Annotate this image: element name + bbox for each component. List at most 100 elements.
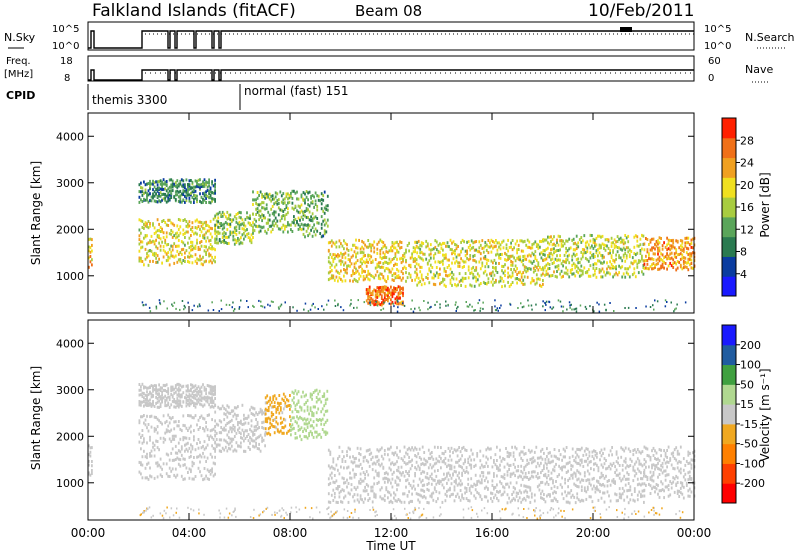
echo-cell xyxy=(429,452,432,456)
echo-cell xyxy=(520,456,523,460)
echo-cell xyxy=(606,271,608,275)
echo-cell xyxy=(367,277,370,281)
echo-cell xyxy=(490,259,493,263)
echo-cell xyxy=(187,389,189,393)
echo-cell xyxy=(550,471,553,475)
echo-cell xyxy=(443,267,446,271)
echo-cell xyxy=(270,199,273,203)
echo-cell xyxy=(149,182,151,186)
echo-cell xyxy=(452,250,455,254)
echo-cell xyxy=(509,475,512,478)
echo-cell xyxy=(606,466,609,470)
echo-cell xyxy=(346,247,348,251)
echo-cell xyxy=(208,181,210,185)
echo-cell xyxy=(252,236,254,239)
echo-cell xyxy=(429,463,432,467)
echo-cell xyxy=(203,245,206,248)
echo-cell xyxy=(566,268,569,272)
echo-cell xyxy=(409,467,412,471)
echo-cell xyxy=(499,463,501,467)
echo-cell xyxy=(634,275,637,279)
echo-cell xyxy=(380,294,383,298)
echo-cell xyxy=(546,466,548,470)
echo-cell xyxy=(679,244,682,248)
scatter-cell xyxy=(369,301,371,304)
echo-cell xyxy=(171,458,174,462)
echo-cell xyxy=(196,198,198,201)
echo-cell xyxy=(190,227,192,231)
echo-cell xyxy=(191,445,194,449)
echo-cell xyxy=(289,404,291,407)
echo-cell xyxy=(600,463,603,467)
echo-cell xyxy=(284,418,287,422)
echo-cell xyxy=(547,473,550,477)
echo-cell xyxy=(340,269,342,273)
echo-cell xyxy=(302,217,304,221)
echo-cell xyxy=(155,387,157,391)
echo-cell xyxy=(557,249,560,252)
echo-cell xyxy=(249,236,251,240)
echo-cell xyxy=(402,492,404,496)
echo-cell xyxy=(281,431,284,435)
echo-cell xyxy=(672,238,675,242)
echo-cell xyxy=(526,462,529,466)
echo-cell xyxy=(529,486,532,490)
echo-cell xyxy=(537,246,540,250)
scatter-cell xyxy=(396,310,399,313)
echo-cell xyxy=(609,467,612,471)
echo-cell xyxy=(200,455,203,459)
echo-cell xyxy=(156,246,159,250)
echo-cell xyxy=(612,249,614,253)
echo-cell xyxy=(205,231,207,235)
echo-cell xyxy=(249,239,251,243)
echo-cell xyxy=(582,499,585,503)
echo-cell xyxy=(464,284,467,288)
echo-cell xyxy=(428,267,431,271)
echo-cell xyxy=(456,474,459,478)
echo-cell xyxy=(179,259,182,263)
echo-cell xyxy=(557,258,560,262)
echo-cell xyxy=(681,253,684,257)
echo-cell xyxy=(358,238,360,242)
echo-cell xyxy=(496,465,498,469)
echo-cell xyxy=(481,246,484,250)
echo-cell xyxy=(333,481,336,485)
echo-cell xyxy=(559,254,561,258)
echo-cell xyxy=(587,243,590,247)
echo-cell xyxy=(308,432,310,435)
echo-cell xyxy=(224,413,227,417)
echo-cell xyxy=(167,453,170,457)
scatter-cell xyxy=(171,303,173,306)
scatter-cell xyxy=(212,309,215,311)
echo-cell xyxy=(161,400,163,404)
echo-cell xyxy=(636,477,639,481)
scatter-cell xyxy=(220,308,223,311)
echo-cell xyxy=(274,222,277,226)
scatter-cell xyxy=(589,305,591,308)
echo-cell xyxy=(323,206,326,210)
echo-cell xyxy=(550,460,553,464)
echo-cell xyxy=(577,470,580,474)
echo-cell xyxy=(143,437,145,441)
echo-cell xyxy=(487,499,489,503)
echo-cell xyxy=(383,296,386,300)
echo-cell xyxy=(575,247,578,250)
echo-cell xyxy=(264,207,266,211)
echo-cell xyxy=(651,246,653,250)
echo-cell xyxy=(320,192,323,196)
echo-cell xyxy=(214,223,217,227)
scatter-cell xyxy=(575,310,578,313)
echo-cell xyxy=(188,179,191,183)
echo-cell xyxy=(636,239,639,243)
echo-cell xyxy=(266,408,269,412)
colorbar-segment xyxy=(722,118,736,139)
echo-cell xyxy=(203,249,206,253)
echo-cell xyxy=(153,232,156,235)
echo-cell xyxy=(461,247,464,251)
echo-cell xyxy=(457,253,459,257)
echo-cell xyxy=(526,490,529,494)
echo-cell xyxy=(459,483,462,487)
echo-cell xyxy=(379,238,382,242)
echo-cell xyxy=(580,485,583,489)
echo-cell xyxy=(512,451,515,455)
